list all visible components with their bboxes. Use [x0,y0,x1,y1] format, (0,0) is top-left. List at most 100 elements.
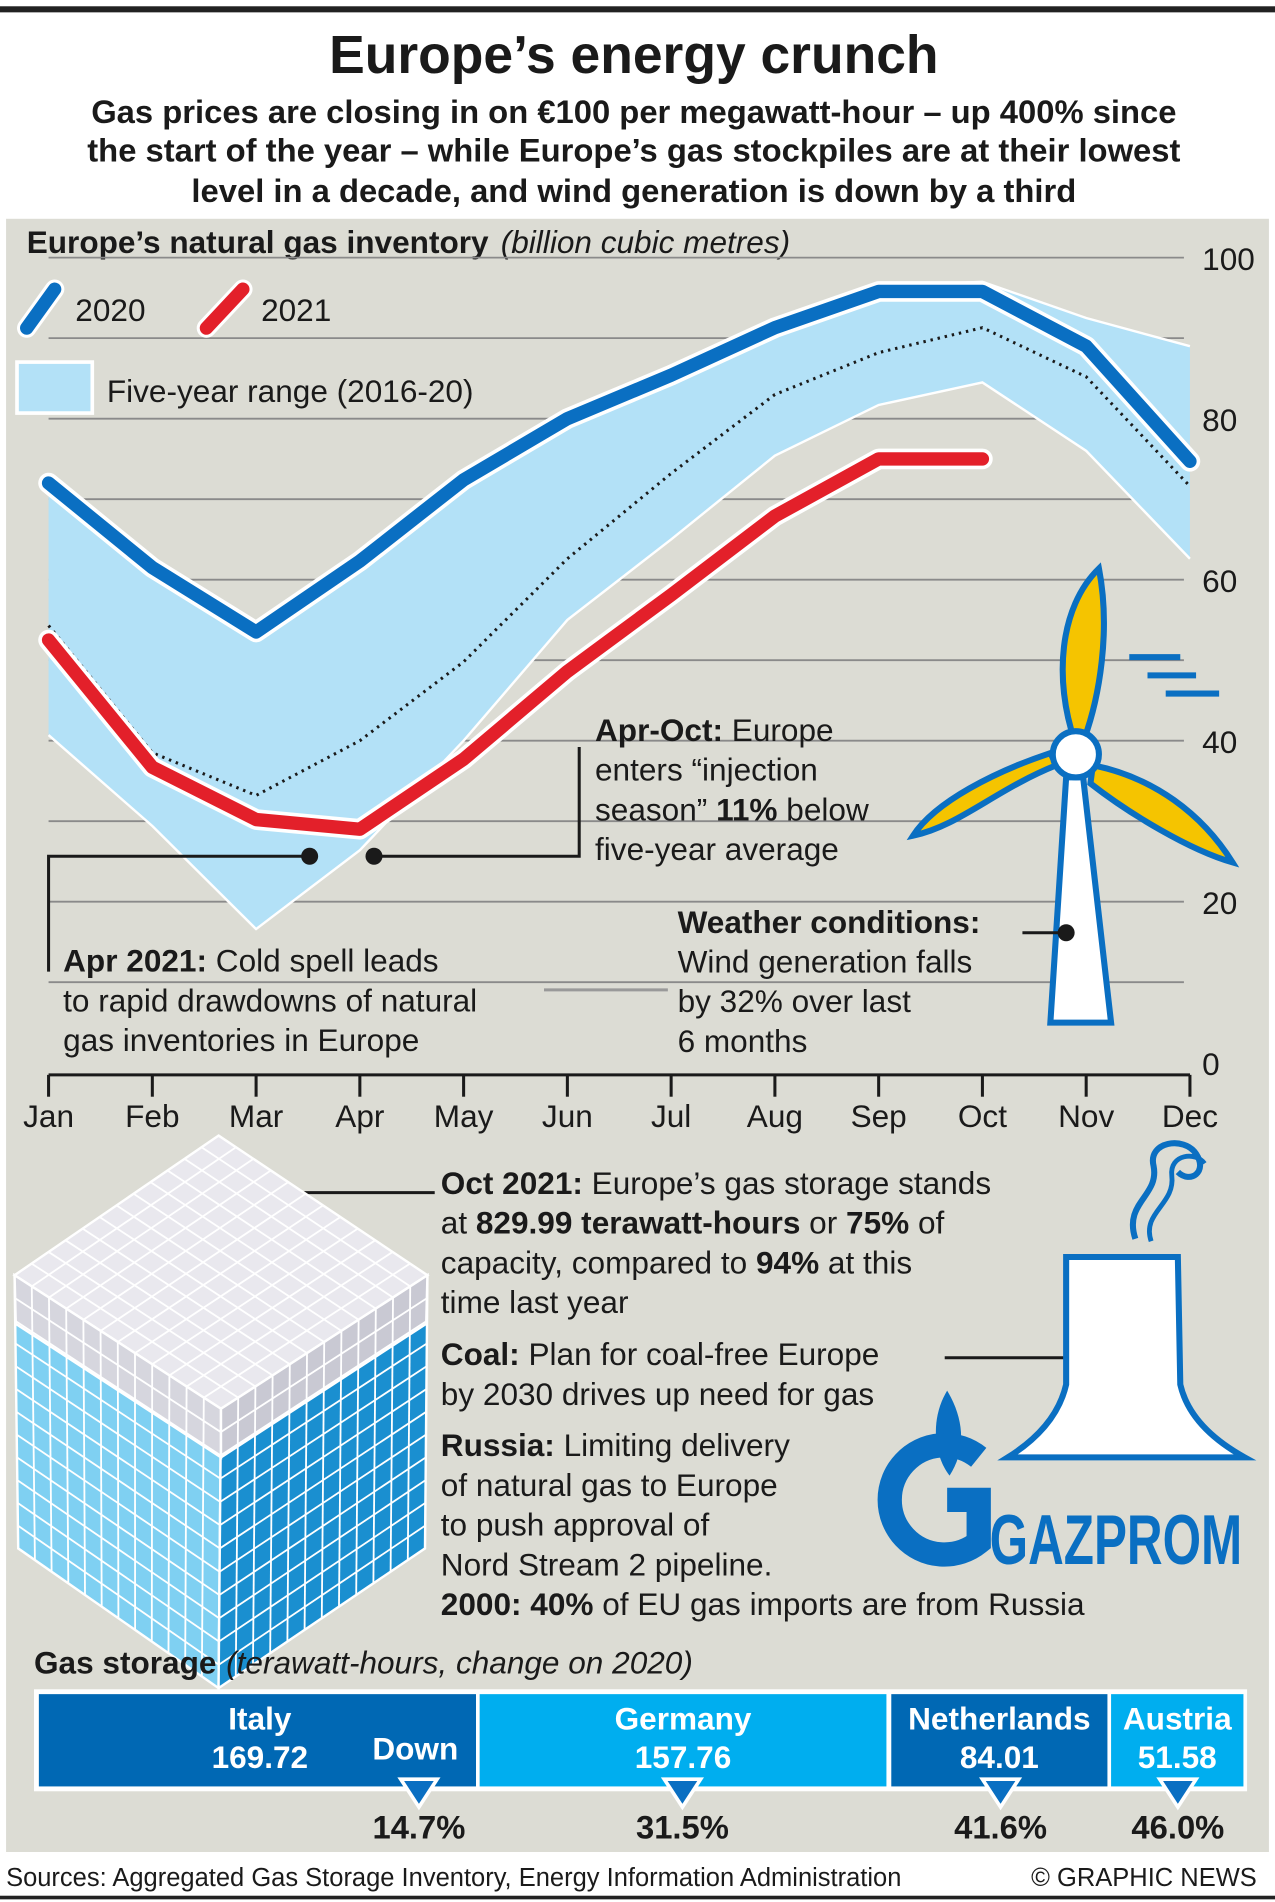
annotation-line: Wind generation falls [678,943,973,979]
annotation-text: season” [595,791,716,827]
annotation-bold-text: Apr-Oct: [595,712,723,748]
gazprom-logo: GAZPROM [877,1390,1242,1579]
subtitle-line: level in a decade, and wind generation i… [191,172,1076,209]
annotation-line: Apr-Oct: Europe [595,712,834,748]
annotation-bold-text: 11% [716,791,777,827]
annotation-text: Nord Stream 2 pipeline. [441,1546,773,1582]
annotation-text: to push approval of [441,1507,710,1543]
storage-value: 157.76 [635,1739,732,1775]
annotation-line: Nord Stream 2 pipeline. [441,1546,773,1582]
x-tick-label: Jul [651,1098,691,1134]
change-percent: 14.7% [372,1809,465,1846]
annotation-line: five-year average [595,831,839,867]
annotation-text: capacity, compared to [441,1244,756,1280]
x-tick-label: Apr [335,1098,384,1134]
annotation-line: season” 11% below [595,791,869,827]
storage-units: (terawatt-hours, change on 2020) [226,1645,693,1681]
legend-label-2021: 2021 [261,292,331,328]
y-tick-label: 80 [1202,402,1237,438]
annotation-text: of [909,1205,944,1241]
annotation-line: by 32% over last [678,983,912,1019]
annotation-bold-text: 75% [846,1205,909,1241]
annotation-text: by 32% over last [678,983,912,1019]
annotation-text: gas inventories in Europe [63,1022,419,1058]
annotation-line: 6 months [678,1023,808,1059]
annotation-text: enters “injection [595,752,818,788]
annotation-line: Coal: Plan for coal-free Europe [441,1336,880,1372]
annotation-text: or [800,1205,846,1241]
storage-bar-fill [891,1694,1108,1787]
y-tick-label: 0 [1202,1046,1220,1082]
annotation-bold-text: 40% [530,1586,593,1622]
five-year-average-line [47,326,1192,798]
change-percent: 41.6% [954,1809,1047,1846]
annotation-bold-text: Oct 2021: [441,1165,583,1201]
callout-leaders [47,746,1081,1360]
country-name: Netherlands [908,1700,1090,1736]
x-tick-label: Jun [542,1098,593,1134]
annotation-bold-text: Coal: [441,1336,520,1372]
annotation-text: Plan for coal-free Europe [520,1336,880,1372]
y-tick-label: 60 [1202,563,1237,599]
down-arrow-icon [397,1777,441,1811]
annotation-bold-text: Weather conditions: [678,904,981,940]
cube-grid-line [200,1397,205,1677]
five-year-range-area [48,281,1190,930]
annotation-text: of natural gas to Europe [441,1467,778,1503]
apr-oct-note: Apr-Oct: Europe enters “injectionseason” … [595,712,869,867]
annotation-text: to rapid drawdowns of natural [63,982,477,1018]
legend-swatch-range [15,360,95,415]
annotation-line: Apr 2021: Cold spell leads [63,943,438,979]
annotation-line: time last year [441,1284,629,1320]
inventory-chart: Europe’s natural gas inventory (billion c… [15,224,1255,1134]
annotation-bold-text: 94% [756,1244,819,1280]
annotation-line: to push approval of [441,1507,710,1543]
y-tick-label: 40 [1202,724,1237,760]
annotation-bold-text: 829.99 terawatt-hours [476,1205,801,1241]
legend-label-range: Five-year range (2016-20) [107,373,474,409]
x-tick-label: May [434,1098,494,1134]
cube-grid-line [218,1502,426,1643]
series-line-2020 [41,284,1197,639]
annotation-text: Europe’s gas storage stands [583,1165,991,1201]
x-tick-label: Dec [1162,1098,1218,1134]
cube-grid-line [167,1375,171,1654]
storage-title-text: Gas storage [34,1645,216,1681]
annotation-line: 2000: 40% of EU gas imports are from Rus… [441,1586,1085,1622]
annotation-text: by 2030 drives up need for gas [441,1376,874,1412]
y-tick-label: 20 [1202,885,1237,921]
annotation-text: Cold spell leads [207,943,439,979]
series-line-2021 [41,452,990,836]
annotation-text [522,1586,531,1622]
annotation-line: Russia: Limiting delivery [441,1427,790,1463]
annotation-text: below [778,791,869,827]
annotation-line: by 2030 drives up need for gas [441,1376,874,1412]
storage-value: 84.01 [960,1739,1039,1775]
down-arrow-icon [1156,1777,1200,1811]
annotation-line: gas inventories in Europe [63,1022,419,1058]
annotation-text: Wind generation falls [678,943,973,979]
sources: Sources: Aggregated Gas Storage Inventor… [6,1864,901,1892]
x-tick-label: Aug [747,1098,803,1134]
weather-note: Weather conditions:Wind generation falls… [678,904,981,1059]
change-percent: 31.5% [636,1809,729,1846]
annotation-text: at this [819,1244,912,1280]
annotation-line: enters “injection [595,752,818,788]
cube-grid-line [17,1502,220,1643]
annotation-text: five-year average [595,831,839,867]
legend-label-2020: 2020 [75,292,145,328]
down-arrow-icon [978,1777,1023,1811]
annotation-text: Limiting delivery [555,1427,790,1463]
gas-storage-cube-icon [12,1134,430,1691]
chart-units: (billion cubic metres) [501,224,790,260]
cube-grid-line [48,1251,256,1388]
storage-bar-fill [38,1694,476,1787]
storage-bar-fill [1111,1694,1244,1787]
subtitle: Gas prices are closing in on €100 per me… [87,93,1180,209]
chart-title: Europe’s natural gas inventory (billion c… [27,224,790,260]
annotation-bold-text: Apr 2021: [63,943,207,979]
